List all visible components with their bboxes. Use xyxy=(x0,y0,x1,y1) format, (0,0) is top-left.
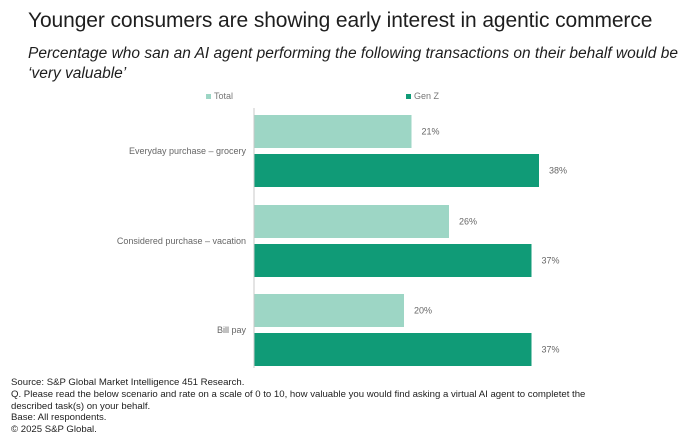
bar-total xyxy=(254,205,449,238)
data-label-genz: 37% xyxy=(542,345,560,355)
chart-subtitle: Percentage who san an AI agent performin… xyxy=(28,45,678,82)
legend-item-total: Total xyxy=(206,91,233,101)
legend-swatch-genz xyxy=(406,93,411,99)
data-label-genz: 37% xyxy=(542,256,560,266)
question-note-line1: Q. Please read the below scenario and ra… xyxy=(11,388,586,400)
bar-total xyxy=(254,115,412,148)
bar-genz xyxy=(254,333,532,366)
chart-footer: Source: S&P Global Market Intelligence 4… xyxy=(11,377,691,436)
data-label-total: 21% xyxy=(422,127,440,137)
legend-label-total: Total xyxy=(214,91,234,101)
chart-title: Younger consumers are showing early inte… xyxy=(28,9,653,32)
base-note: Base: All respondents. xyxy=(11,412,107,424)
copyright-note: © 2025 S&P Global. xyxy=(11,424,97,436)
legend-swatch-total xyxy=(206,93,211,99)
bar-genz xyxy=(254,244,532,277)
source-note: Source: S&P Global Market Intelligence 4… xyxy=(11,377,245,388)
legend-label-genz: Gen Z xyxy=(414,91,440,101)
category-label: Everyday purchase – grocery xyxy=(129,146,247,156)
data-label-total: 26% xyxy=(459,217,477,227)
bar-total xyxy=(254,294,404,327)
question-note-line2: described task(s) on your behalf. xyxy=(11,400,151,412)
legend-item-genz: Gen Z xyxy=(406,91,439,101)
data-label-total: 20% xyxy=(414,306,432,316)
category-label: Bill pay xyxy=(217,325,247,335)
category-label: Considered purchase – vacation xyxy=(117,236,246,246)
bar-genz xyxy=(254,154,539,187)
data-label-genz: 38% xyxy=(549,166,567,176)
